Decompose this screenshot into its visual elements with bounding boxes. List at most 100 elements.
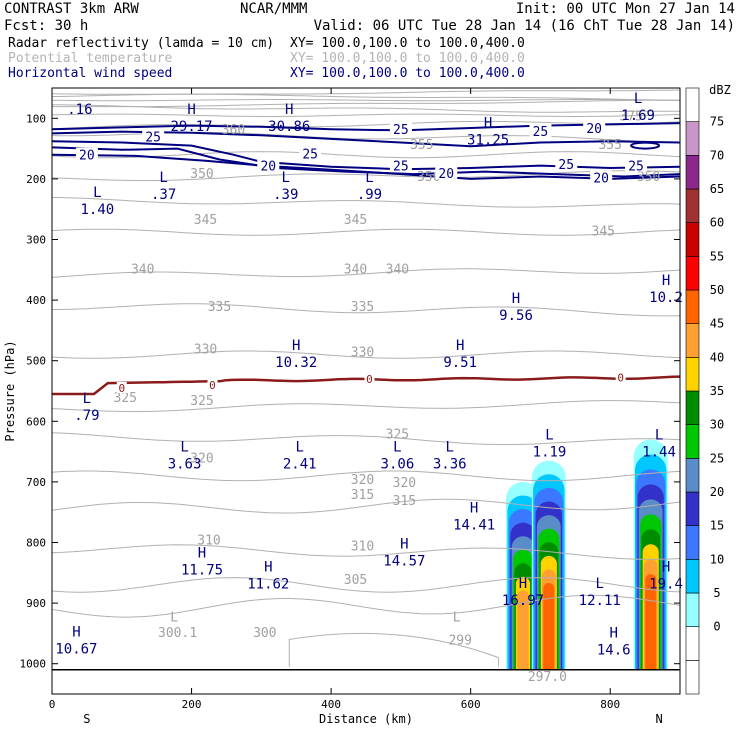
- wind-low-marker: L: [295, 440, 303, 456]
- theta-contour-label: 340: [344, 263, 367, 278]
- wind-extremum-value: .99: [357, 187, 382, 203]
- wind-extremum-value: .39: [273, 187, 298, 203]
- freezing-level-label: 0: [209, 379, 216, 392]
- wind-contour-line: [630, 141, 661, 150]
- theta-contour-label: 320: [393, 476, 416, 491]
- wind-high-marker: H: [662, 560, 670, 576]
- colorbar-label: 10: [710, 552, 724, 566]
- wind-label-background: [583, 120, 606, 134]
- wind-extremum-value: 14.6: [597, 643, 631, 659]
- wind-high-marker: H: [484, 115, 492, 131]
- wind-extremum-value: 29.17: [170, 119, 212, 135]
- wind-label-background: [75, 147, 98, 161]
- wind-low-marker: L: [446, 440, 454, 456]
- theta-contour-line: [52, 470, 680, 482]
- theta-contour-label: 335: [208, 300, 231, 315]
- colorbar-label: 20: [710, 485, 724, 499]
- wind-contour-line: [52, 153, 680, 180]
- theta-contour-label: 360: [222, 123, 245, 138]
- colorbar-label: 60: [710, 216, 724, 230]
- freezing-label-background: [116, 381, 127, 393]
- theta-contour-line: [52, 498, 680, 514]
- colorbar-swatch: [685, 660, 700, 695]
- colorbar-swatch: [685, 323, 700, 358]
- theta-contour-line: [52, 228, 680, 236]
- theta-contour-label: 299: [448, 633, 471, 648]
- y-tick-label: 400: [26, 294, 46, 307]
- wind-extremum-value: 3.36: [433, 457, 467, 473]
- wind-low-marker: L: [83, 391, 91, 407]
- x-tick-label: 200: [182, 698, 202, 711]
- x-tick-label: 600: [461, 698, 481, 711]
- reflectivity-layer: [506, 439, 668, 670]
- wind-extremum-value: 14.57: [383, 554, 425, 570]
- theta-contour-line: [52, 196, 680, 208]
- wind-high-marker: H: [400, 537, 408, 553]
- y-tick-label: 600: [26, 415, 46, 428]
- wind-label-background: [299, 146, 322, 160]
- colorbar-swatch: [685, 458, 700, 493]
- colorbar-swatch: [685, 559, 700, 594]
- freezing-label-background: [207, 378, 218, 390]
- colorbar-label: 75: [710, 115, 724, 129]
- colorbar-swatch: [685, 357, 700, 392]
- theta-contour-label: 330: [194, 343, 217, 358]
- theta-contour-line: [52, 99, 680, 108]
- reflectivity-cell-2: [645, 574, 657, 670]
- header-init-time: Init: 00 UTC Mon 27 Jan 14: [516, 1, 735, 17]
- theta-contour-label: 325: [190, 394, 213, 409]
- y-axis-title: Pressure (hPa): [3, 340, 17, 441]
- wind-low-marker: L: [393, 440, 401, 456]
- x-tick-label: 400: [321, 698, 341, 711]
- wind-high-marker: H: [187, 102, 195, 118]
- wind-extremum-value: 9.56: [499, 308, 533, 324]
- theta-contour-label: 345: [194, 213, 217, 228]
- wind-high-marker: H: [285, 102, 293, 118]
- wind-extremum-value: 11.75: [181, 563, 223, 579]
- y-tick-label: 300: [26, 234, 46, 247]
- x-axis-right-end: N: [655, 712, 662, 726]
- wind-high-marker: H: [72, 625, 80, 641]
- freezing-label-background: [615, 371, 626, 383]
- wind-extremum-value: 12.11: [579, 593, 621, 609]
- colorbar-label: 50: [710, 283, 724, 297]
- theta-contour-label: 310: [351, 540, 374, 555]
- wind-label-background: [529, 124, 552, 138]
- wind-high-marker: H: [198, 546, 206, 562]
- colorbar-label: 25: [710, 451, 724, 465]
- colorbar-label: 45: [710, 317, 724, 331]
- theta-contour-label: 340: [386, 263, 409, 278]
- wind-extremum-value: 3.63: [168, 457, 202, 473]
- wind-extremum-value: 1.19: [533, 445, 567, 461]
- theta-contour-label: 340: [131, 263, 154, 278]
- theta-contour-line: [52, 594, 680, 618]
- wind-label-background: [555, 156, 578, 170]
- colorbar-swatch: [685, 390, 700, 425]
- wind-contour-label: 20: [586, 122, 602, 137]
- colorbar-label: 35: [710, 384, 724, 398]
- theta-contour-label: 355: [598, 138, 621, 153]
- wind-label-background: [625, 158, 648, 172]
- wind-extremum-value: 16.97: [502, 593, 544, 609]
- theta-contour-line: [52, 268, 680, 278]
- wind-contour-label: 20: [593, 172, 609, 187]
- contour-label-layer: 375 360 355 355 350 350 350 345 345 345 340 340 340 3…: [55, 91, 683, 685]
- wind-extremum-value: 1.44: [642, 445, 676, 461]
- wind-contour-label: 25: [302, 147, 318, 162]
- theta-contour-label: 315: [351, 488, 374, 503]
- theta-contour-label: 300: [253, 626, 276, 641]
- freezing-level-label: 0: [118, 382, 125, 395]
- theta-contour-line: [52, 151, 680, 159]
- wind-extremum-value: 11.62: [247, 577, 289, 593]
- wind-contour-line: [52, 122, 680, 132]
- colorbar-swatch: [685, 222, 700, 257]
- plot-area: [52, 89, 680, 671]
- wind-label-background: [590, 170, 613, 184]
- theta-contour-label: 325: [386, 427, 409, 442]
- theta-contour-line: [52, 544, 680, 560]
- wind-label-background: [142, 129, 165, 143]
- theta-low-marker: L: [170, 610, 178, 625]
- y-tick-label: 700: [26, 476, 46, 489]
- wind-label-background: [257, 158, 280, 172]
